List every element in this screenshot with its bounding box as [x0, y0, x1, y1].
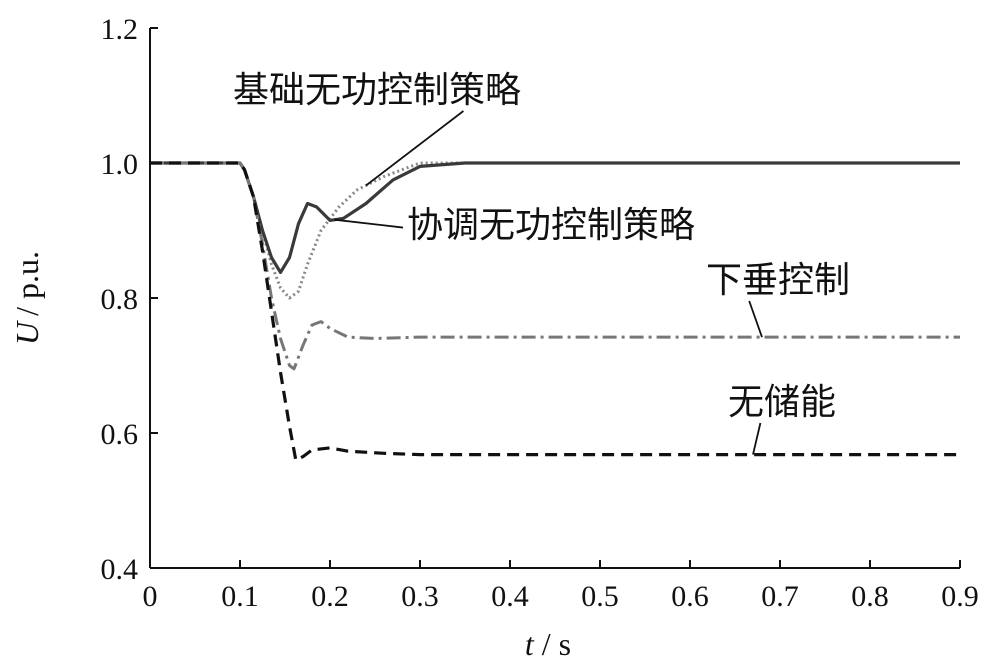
y-axis-unit: / p.u.	[9, 251, 45, 316]
series-lines	[150, 161, 960, 462]
leader-line-0	[365, 110, 464, 187]
y-tick-label: 0.4	[101, 553, 139, 586]
leader-line-2	[748, 300, 763, 338]
y-tick-label: 0.6	[101, 418, 139, 451]
series-line-2	[150, 161, 960, 371]
series-line-3	[150, 161, 960, 462]
x-tick-label: 0.4	[491, 580, 529, 613]
x-tick-label: 0.9	[941, 580, 979, 613]
y-tick-label: 1.2	[101, 13, 139, 46]
annotation-basic-strategy: 基础无功控制策略	[233, 70, 521, 111]
x-tick-label: 0.7	[761, 580, 799, 613]
y-axis-var: U	[9, 320, 45, 345]
x-tick-label: 0	[143, 580, 158, 613]
annotation-leaders	[334, 110, 763, 455]
x-axis-unit: / s	[542, 626, 571, 662]
annotation-coordinated-strategy: 协调无功控制策略	[407, 205, 695, 246]
x-tick-label: 0.8	[851, 580, 889, 613]
series-line-1	[150, 161, 960, 274]
x-axis-var: t	[525, 626, 535, 662]
ticks: 0 0.1 0.2 0.3 0.4 0.5 0.6 0.7 0.8 0.9 0.4 0.6 0.8 1.0…	[101, 13, 979, 613]
annotation-droop-control: 下垂控制	[706, 260, 850, 301]
x-tick-label: 0.5	[581, 580, 619, 613]
y-tick-label: 1.0	[101, 148, 139, 181]
y-tick-label: 0.8	[101, 283, 139, 316]
leader-line-3	[752, 422, 762, 455]
y-axis-title: U / p.u.	[9, 251, 45, 345]
x-tick-label: 0.6	[671, 580, 709, 613]
leader-line-1	[334, 218, 404, 229]
annotation-no-storage: 无储能	[728, 382, 836, 423]
x-tick-label: 0.3	[401, 580, 439, 613]
x-tick-label: 0.1	[221, 580, 259, 613]
x-axis-title: t / s	[525, 626, 571, 662]
x-tick-label: 0.2	[311, 580, 349, 613]
